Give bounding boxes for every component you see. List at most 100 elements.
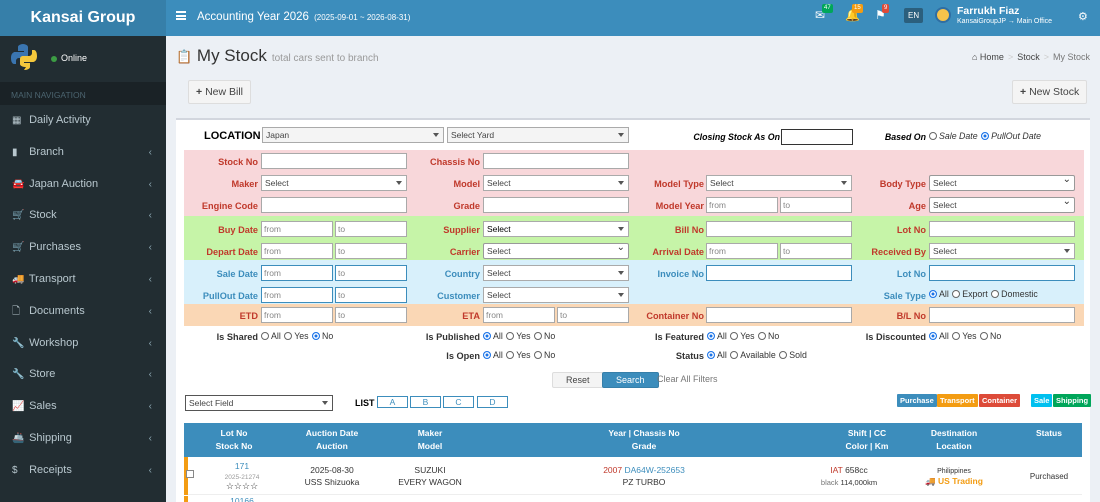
invoice-no-input[interactable] — [706, 265, 852, 281]
buy-date-from[interactable]: from — [261, 221, 333, 237]
table-row[interactable]: 171 2025-21274 ☆☆☆☆ 2025-08-30 USS Shizu… — [184, 457, 1082, 495]
buy-date-to[interactable]: to — [335, 221, 407, 237]
is-featured-radios[interactable]: All Yes No — [706, 331, 779, 341]
column-header[interactable]: Destination Location — [892, 423, 1016, 457]
pullout-date-to[interactable]: to — [335, 287, 407, 303]
sidebar-item-documents[interactable]: 🗋 Documents ‹ — [0, 296, 166, 328]
etd-from[interactable]: from — [261, 307, 333, 323]
select-field-dropdown[interactable]: Select Field — [185, 395, 333, 411]
column-header[interactable]: Lot No Stock No — [184, 423, 284, 457]
sidebar-item-daily-activity[interactable]: ▦ Daily Activity — [0, 105, 166, 137]
sidebar-item-transport[interactable]: 🚚 Transport ‹ — [0, 264, 166, 296]
user-name[interactable]: Farrukh Fiaz — [957, 5, 1020, 17]
eta-to[interactable]: to — [557, 307, 629, 323]
sidebar-item-workshop[interactable]: 🔧 Workshop ‹ — [0, 328, 166, 360]
reset-button[interactable]: Reset — [552, 372, 604, 388]
sidebar-item-japan-auction[interactable]: 🚘 Japan Auction ‹ — [0, 169, 166, 201]
rating-stars[interactable]: ☆☆☆☆ — [225, 481, 259, 491]
list-d-button[interactable]: D — [477, 396, 508, 408]
sidebar-item-purchases[interactable]: 🛒 Purchases ‹ — [0, 232, 166, 264]
bill-no-input[interactable] — [706, 221, 852, 237]
age-select[interactable]: Select — [929, 197, 1075, 213]
grade-input[interactable] — [483, 197, 629, 213]
sale-date-to[interactable]: to — [335, 265, 407, 281]
sale-date-from[interactable]: from — [261, 265, 333, 281]
engine-code-input[interactable] — [261, 197, 407, 213]
menu-toggle-icon[interactable] — [176, 11, 186, 20]
pullout-date-from[interactable]: from — [261, 287, 333, 303]
search-button[interactable]: Search — [602, 372, 659, 388]
is-open-radios[interactable]: All Yes No — [482, 350, 555, 360]
user-avatar[interactable] — [935, 7, 951, 23]
based-on-label: Based On — [884, 132, 926, 142]
sidebar-item-sales[interactable]: 📈 Sales ‹ — [0, 391, 166, 423]
etd-label: ETD — [239, 311, 258, 321]
breadcrumb-stock[interactable]: Stock — [1017, 52, 1040, 62]
km: 114,000km — [840, 478, 878, 487]
stock-no-input[interactable] — [261, 153, 407, 169]
country-select[interactable]: Select — [483, 265, 629, 281]
column-header[interactable]: Status — [1016, 423, 1082, 457]
sale-lot-no-input[interactable] — [929, 265, 1075, 281]
model-year-to[interactable]: to — [780, 197, 852, 213]
messages-icon[interactable]: ✉ 47 — [815, 4, 833, 22]
model-type-select[interactable]: Select — [706, 175, 852, 191]
column-header[interactable]: Year | Chassis No Grade — [480, 423, 808, 457]
model-year-from[interactable]: from — [706, 197, 778, 213]
table-row[interactable]: 10166 — [184, 496, 1082, 502]
sidebar-item-receipts[interactable]: $ Receipts ‹ — [0, 455, 166, 487]
row-checkbox[interactable] — [186, 470, 194, 478]
lot-no[interactable]: 171 — [234, 461, 250, 471]
sale-type-radios[interactable]: All Export Domestic — [928, 289, 1038, 299]
sidebar-item-shipping[interactable]: 🚢 Shipping ‹ — [0, 423, 166, 455]
new-bill-button[interactable]: + New Bill — [188, 80, 251, 104]
lot-no-input[interactable] — [929, 221, 1075, 237]
closing-stock-label: Closing Stock As On — [693, 132, 780, 142]
breadcrumb-home[interactable]: Home — [979, 52, 1004, 62]
depart-date-from[interactable]: from — [261, 243, 333, 259]
sidebar-item-store[interactable]: 🔧 Store ‹ — [0, 359, 166, 391]
carrier-select[interactable]: Select — [483, 243, 629, 259]
model-select[interactable]: Select — [483, 175, 629, 191]
based-on-radios[interactable]: Sale Date PullOut Date — [928, 131, 1041, 141]
cogs-icon[interactable]: ⚙ — [1078, 11, 1088, 23]
is-published-radios[interactable]: All Yes No — [482, 331, 555, 341]
is-shared-radios[interactable]: All Yes No — [260, 331, 333, 341]
received-by-select[interactable]: Select — [929, 243, 1075, 259]
list-a-button[interactable]: A — [377, 396, 408, 408]
column-header[interactable]: Maker Model — [380, 423, 480, 457]
new-stock-button[interactable]: + New Stock — [1012, 80, 1088, 104]
sidebar-item-stock[interactable]: 🛒 Stock ‹ — [0, 200, 166, 232]
calendar-icon: ▦ — [12, 115, 22, 126]
maker-select[interactable]: Select — [261, 175, 407, 191]
bl-no-input[interactable] — [929, 307, 1075, 323]
chassis-no[interactable]: DA64W-252653 — [624, 465, 685, 475]
filter-section-shipping: ETD from to ETA from to Container No B/L… — [184, 304, 1084, 326]
grade: PZ TURBO — [622, 477, 666, 487]
body-type-select[interactable]: Select — [929, 175, 1075, 191]
arrival-date-from[interactable]: from — [706, 243, 778, 259]
closing-stock-input[interactable] — [781, 129, 853, 145]
supplier-select[interactable]: Select — [483, 221, 629, 237]
customer-select[interactable]: Select — [483, 287, 629, 303]
list-c-button[interactable]: C — [443, 396, 474, 408]
depart-date-to[interactable]: to — [335, 243, 407, 259]
lot-no[interactable]: 10166 — [230, 496, 254, 502]
brand-logo[interactable]: Kansai Group — [0, 0, 166, 36]
list-b-button[interactable]: B — [410, 396, 441, 408]
status-radios[interactable]: All Available Sold — [706, 350, 807, 360]
etd-to[interactable]: to — [335, 307, 407, 323]
is-discounted-radios[interactable]: All Yes No — [928, 331, 1001, 341]
eta-from[interactable]: from — [483, 307, 555, 323]
flag-icon[interactable]: ⚑ 9 — [875, 4, 890, 22]
yard-select[interactable]: Select Yard — [447, 127, 629, 143]
arrival-date-to[interactable]: to — [780, 243, 852, 259]
chassis-no-input[interactable] — [483, 153, 629, 169]
sidebar-item-branch[interactable]: ▮ Branch ‹ — [0, 137, 166, 169]
column-header[interactable]: Auction Date Auction — [284, 423, 380, 457]
container-no-input[interactable] — [706, 307, 852, 323]
location-select[interactable]: Japan — [262, 127, 444, 143]
bell-icon[interactable]: 🔔 15 — [845, 4, 863, 22]
clear-filters-link[interactable]: Clear All Filters — [657, 374, 718, 384]
language-switch[interactable]: EN — [904, 8, 924, 23]
